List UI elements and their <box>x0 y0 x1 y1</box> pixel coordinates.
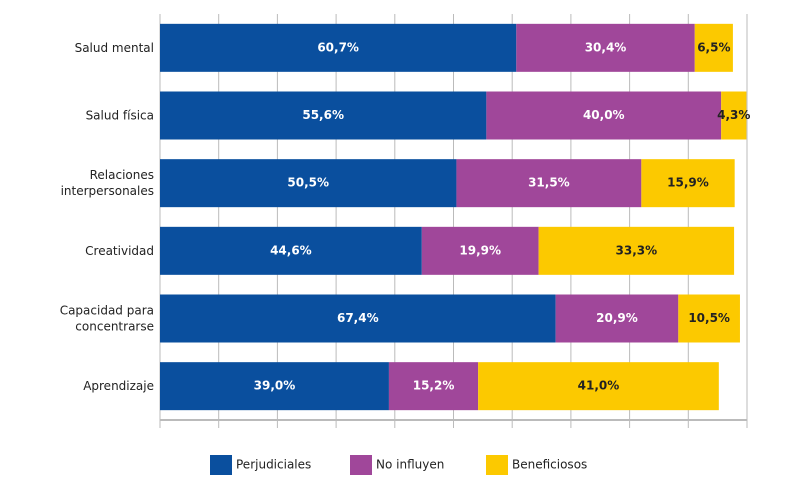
legend-swatch <box>350 455 372 475</box>
bar-segment <box>421 226 539 275</box>
label-line: Aprendizaje <box>83 379 154 393</box>
bar-segment <box>388 362 479 411</box>
y-tick-label: Aprendizaje <box>83 379 154 393</box>
bar-segment <box>160 294 556 343</box>
label-line: Capacidad para <box>60 303 154 317</box>
bar-segment <box>641 159 735 208</box>
y-tick-label: Creatividad <box>85 243 154 257</box>
bar-segment <box>160 362 389 411</box>
y-tick-label: Salud mental <box>75 40 154 54</box>
legend-swatch <box>210 455 232 475</box>
y-tick-label: Relaciones interpersonales <box>61 168 154 198</box>
bar-segment <box>456 159 642 208</box>
value-label: 6,5% <box>697 40 730 54</box>
value-label: 30,4% <box>585 40 627 54</box>
legend-label: Perjudiciales <box>236 458 311 472</box>
value-label: 20,9% <box>596 311 638 325</box>
label-line: concentrarse <box>75 319 154 333</box>
bar-segment <box>486 91 722 140</box>
bar-segment <box>678 294 740 343</box>
value-label: 40,0% <box>583 108 625 122</box>
value-label: 55,6% <box>302 108 344 122</box>
value-label: 15,9% <box>667 176 709 190</box>
value-label: 15,2% <box>413 379 455 393</box>
y-tick-label: Salud física <box>86 108 154 122</box>
value-label: 60,7% <box>317 40 359 54</box>
legend-swatch <box>486 455 508 475</box>
label-line: Salud física <box>86 108 154 122</box>
value-label: 41,0% <box>578 379 620 393</box>
value-label: 50,5% <box>287 176 329 190</box>
bar-segment <box>555 294 679 343</box>
legend-label: Beneficiosos <box>512 458 587 472</box>
label-line: Salud mental <box>75 40 154 54</box>
value-label: 10,5% <box>688 311 730 325</box>
bar-segment <box>694 23 733 72</box>
bar-segment <box>160 23 517 72</box>
value-label: 4,3% <box>717 108 750 122</box>
bar-segment <box>160 159 457 208</box>
legend-label: No influyen <box>376 458 444 472</box>
value-label: 19,9% <box>459 243 501 257</box>
label-line: Relaciones <box>90 168 154 182</box>
bar-segment <box>538 226 735 275</box>
label-line: Creatividad <box>85 243 154 257</box>
value-label: 31,5% <box>528 176 570 190</box>
bar-segment <box>721 91 747 140</box>
value-label: 39,0% <box>254 379 296 393</box>
label-line: interpersonales <box>61 184 154 198</box>
bar-segment <box>516 23 695 72</box>
bar-segment <box>478 362 719 411</box>
value-label: 67,4% <box>337 311 379 325</box>
bar-segment <box>160 226 422 275</box>
value-label: 33,3% <box>616 243 658 257</box>
y-tick-label: Capacidad para concentrarse <box>60 303 154 333</box>
value-label: 44,6% <box>270 243 312 257</box>
bar-segment <box>160 91 487 140</box>
